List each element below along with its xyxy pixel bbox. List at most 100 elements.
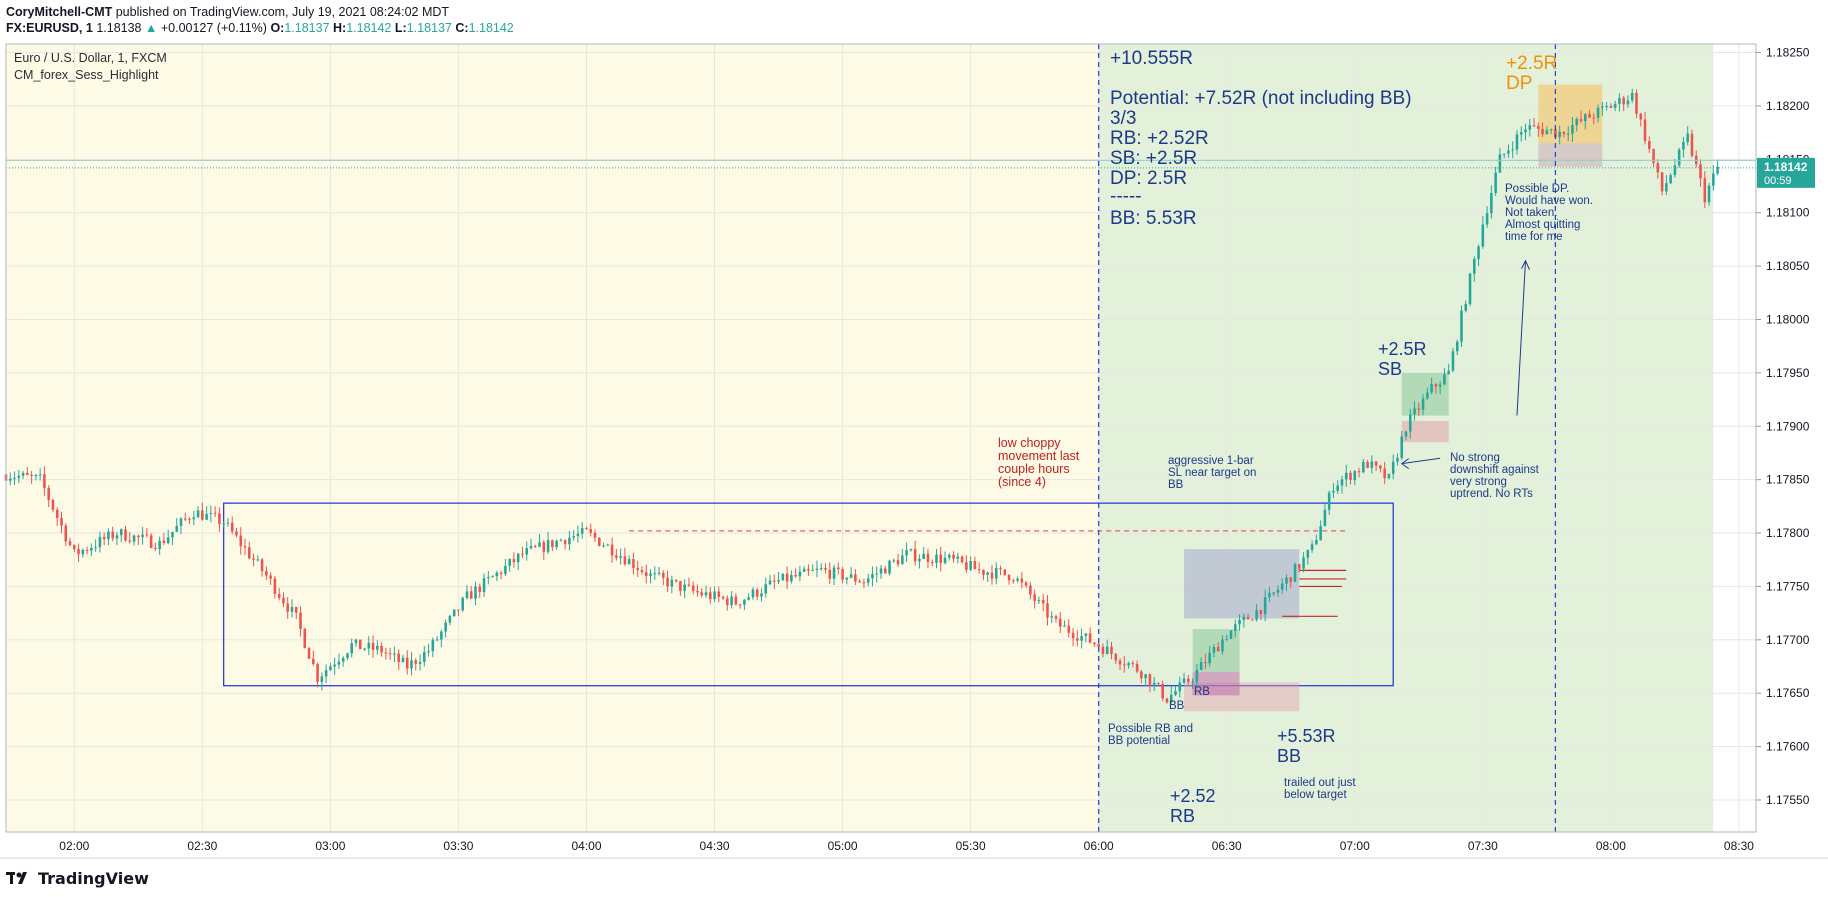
sb-label: SB: [1378, 359, 1403, 379]
candle-body: [1003, 569, 1007, 575]
candle-body: [201, 510, 204, 520]
candle-body: [1229, 630, 1233, 639]
candle-body: [1076, 638, 1079, 641]
candle-body: [1468, 273, 1472, 305]
arrow-line: [1516, 260, 1527, 416]
candle-body: [644, 572, 648, 576]
candle-body: [866, 578, 870, 583]
candle-body: [1566, 133, 1570, 135]
candle-body: [461, 597, 464, 611]
candle-body: [499, 572, 503, 575]
candle-body: [1251, 619, 1254, 621]
candle-body: [1050, 616, 1054, 618]
candle-body: [1455, 341, 1459, 352]
candle-body: [1315, 539, 1318, 545]
candle-body: [1630, 92, 1634, 101]
candle-body: [990, 572, 994, 579]
symbol-label[interactable]: FX:EURUSD, 1: [6, 21, 93, 35]
candle-body: [256, 559, 260, 561]
candle-body: [149, 535, 153, 548]
candle-body: [1374, 461, 1378, 466]
candle-body: [512, 559, 516, 563]
candle-body: [162, 540, 166, 544]
candle-body: [124, 529, 127, 541]
candle-body: [1157, 682, 1160, 684]
separator-text: -----: [1110, 186, 1142, 207]
candle-body: [901, 555, 904, 565]
candle-body: [248, 547, 251, 559]
candle-body: [1387, 473, 1391, 479]
candle-body: [81, 549, 85, 555]
arrow-head-icon: [1521, 259, 1530, 270]
candle-body: [1268, 592, 1271, 598]
ratio-annotation: 3/3: [1110, 108, 1137, 129]
indicator-name[interactable]: CM_forex_Sess_Highlight: [14, 68, 159, 82]
candle-body: [1660, 172, 1664, 192]
candle-body: [1498, 154, 1502, 173]
candle-body: [977, 569, 981, 571]
candle-body: [730, 596, 733, 606]
candle-body: [743, 599, 746, 605]
candle-body: [986, 572, 989, 575]
candle-body: [1707, 185, 1711, 203]
candle-body: [1426, 392, 1429, 399]
candle-body: [222, 523, 225, 525]
candle-body: [679, 581, 682, 591]
x-tick-label: 05:30: [956, 839, 986, 853]
candle-body: [358, 639, 362, 650]
candle-body: [1656, 163, 1660, 173]
candle-body: [832, 567, 836, 579]
candle-body: [1460, 310, 1463, 342]
candle-body: [717, 591, 721, 597]
candle-body: [128, 540, 132, 542]
candle-body: [8, 478, 12, 481]
candle-body: [371, 642, 375, 650]
candle-body: [64, 525, 68, 542]
candle-body: [209, 512, 213, 514]
candle-body: [1562, 131, 1566, 135]
candle-body: [1161, 683, 1164, 699]
candle-body: [1464, 304, 1468, 311]
candle-body: [1652, 148, 1655, 164]
y-tick-label: 1.17600: [1766, 740, 1810, 754]
candle-body: [1357, 471, 1361, 473]
range-box: [223, 502, 1394, 687]
last-price-badge: [1757, 157, 1815, 188]
candle-body: [1400, 436, 1404, 458]
candle-body: [845, 577, 849, 580]
candle-body: [913, 549, 917, 562]
candle-body: [26, 472, 29, 475]
candle-body: [423, 651, 426, 662]
candle-body: [819, 568, 823, 570]
candle-body: [1327, 492, 1331, 510]
candle-body: [811, 570, 814, 572]
candle-body: [1515, 134, 1519, 150]
dp-label: DP: [1506, 73, 1533, 94]
candle-body: [862, 582, 866, 584]
y-tick-label: 1.18250: [1766, 46, 1810, 60]
candle-body: [427, 651, 430, 653]
candle-body: [1575, 118, 1579, 126]
candle-body: [1046, 603, 1049, 618]
footer-brand[interactable]: TradingView: [38, 868, 149, 888]
candle-body: [435, 639, 439, 641]
candle-body: [158, 540, 161, 550]
candle-body: [606, 544, 610, 546]
candle-body: [1071, 632, 1075, 639]
author-name[interactable]: CoryMitchell-CMT: [6, 5, 113, 19]
candle-body: [452, 609, 456, 616]
candle-body: [1289, 577, 1293, 582]
last-price-badge-value: 1.18142: [1764, 160, 1808, 174]
candle-body: [1665, 183, 1668, 192]
candle-body: [1490, 192, 1493, 214]
possible-dp-note: Possible DP. Would have won. Not taken. …: [1505, 183, 1594, 243]
candle-body: [973, 560, 977, 570]
candle-body: [1353, 471, 1357, 481]
candle-body: [350, 643, 354, 654]
y-tick-label: 1.17650: [1766, 686, 1810, 700]
candle-body: [1438, 384, 1442, 387]
candle-body: [226, 522, 230, 524]
candle-body: [1554, 129, 1557, 138]
candle-body: [721, 596, 725, 599]
